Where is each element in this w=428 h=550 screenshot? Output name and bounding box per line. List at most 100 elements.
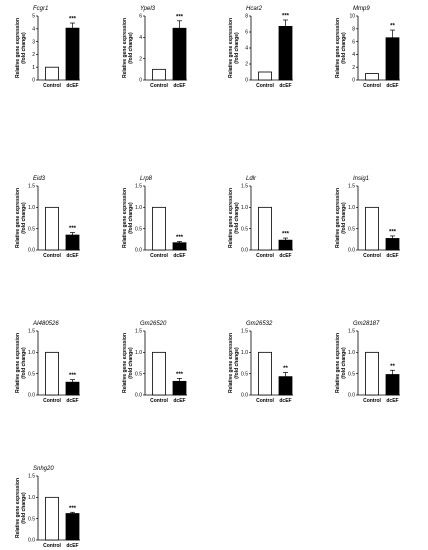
y-tick-label: 5: [32, 14, 35, 20]
bar-control: [45, 66, 59, 81]
y-tick-label: 2: [32, 52, 35, 58]
category-label: dcEF: [386, 253, 398, 259]
bar-control: [365, 206, 379, 251]
y-axis-label-line1: Relative gene expression: [335, 333, 341, 393]
chart-panel: Gm26532 Relative gene expression(fold cha…: [228, 321, 293, 404]
y-tick-label: 1.5: [28, 329, 35, 335]
category-label: Control: [256, 253, 274, 259]
y-axis-label-line1: Relative gene expression: [122, 188, 128, 248]
significance-label: ***: [176, 235, 184, 241]
y-axis-label-line1: Relative gene expression: [15, 333, 21, 393]
significance-label: ***: [69, 226, 77, 232]
bar-dcef: [65, 234, 80, 251]
y-tick-label: 8: [352, 27, 355, 33]
significance-label: **: [390, 24, 395, 30]
gene-title: Lrp8: [140, 176, 153, 182]
category-label: dcEF: [386, 398, 398, 404]
y-tick-label: 0: [139, 78, 142, 84]
y-tick-label: 1.0: [28, 350, 35, 356]
y-axis-label-line2: (fold change): [128, 32, 134, 64]
bar-dcef: [385, 37, 400, 81]
category-label: dcEF: [386, 83, 398, 89]
y-axis-label-line2: (fold change): [341, 347, 347, 379]
y-tick-label: 0.0: [135, 393, 142, 399]
significance-label: ***: [176, 372, 184, 378]
chart-panel: Snhg20 Relative gene expression(fold chan…: [15, 466, 80, 549]
y-axis-label-line1: Relative gene expression: [335, 188, 341, 248]
y-tick-label: 2: [352, 65, 355, 71]
y-tick-label: 1.0: [241, 350, 248, 356]
category-label: Control: [43, 83, 61, 89]
gene-title: Gm28187: [353, 321, 380, 327]
bar-control: [365, 73, 379, 81]
category-label: Control: [150, 253, 168, 259]
bar-control: [45, 206, 59, 251]
category-label: dcEF: [279, 398, 291, 404]
y-tick-label: 1.0: [28, 495, 35, 501]
y-tick-label: 6: [352, 39, 355, 45]
bar-dcef: [172, 242, 187, 251]
chart-panel: Gm28187 Relative gene expression(fold cha…: [335, 321, 400, 404]
chart-panel: Gm26520 Relative gene expression(fold cha…: [122, 321, 187, 404]
y-axis-label-line2: (fold change): [234, 347, 240, 379]
gene-title: Ypel3: [140, 6, 156, 12]
bar-dcef: [385, 374, 400, 396]
gene-title: Snhg20: [33, 466, 54, 472]
y-tick-label: 1.5: [28, 184, 35, 190]
category-label: Control: [363, 398, 381, 404]
y-axis-label: Relative gene expression(fold change): [335, 18, 347, 78]
y-axis-label: Relative gene expression(fold change): [15, 478, 27, 538]
category-label: dcEF: [66, 253, 78, 259]
y-tick-label: 1.5: [348, 329, 355, 335]
y-axis-label-line1: Relative gene expression: [122, 18, 128, 78]
category-label: Control: [43, 253, 61, 259]
y-axis-label-line2: (fold change): [128, 202, 134, 234]
bar-dcef: [65, 513, 80, 541]
y-tick-label: 1.5: [135, 329, 142, 335]
chart-panel: Lrp8 Relative gene expression(fold change…: [122, 176, 187, 259]
y-tick-label: 0.5: [135, 371, 142, 377]
chart-panel: Eid3 Relative gene expression(fold change…: [15, 176, 80, 259]
y-axis-label: Relative gene expression(fold change): [122, 188, 134, 248]
y-axis-label-line2: (fold change): [21, 202, 27, 234]
y-axis-label-line1: Relative gene expression: [15, 18, 21, 78]
bar-control: [258, 71, 272, 81]
significance-label: ***: [282, 232, 290, 238]
y-tick-label: 0: [245, 78, 248, 84]
chart-panel: AI480526 Relative gene expression(fold ch…: [15, 321, 80, 404]
y-tick-label: 0.0: [241, 248, 248, 254]
y-tick-label: 0.5: [28, 371, 35, 377]
category-label: dcEF: [66, 83, 78, 89]
y-tick-label: 4: [32, 27, 35, 33]
y-tick-label: 0.5: [348, 226, 355, 232]
y-tick-label: 1.0: [241, 205, 248, 211]
y-tick-label: 1.0: [135, 350, 142, 356]
y-tick-label: 0.5: [348, 371, 355, 377]
category-label: Control: [150, 83, 168, 89]
chart-panel: Fcgr1 Relative gene expression(fold chang…: [15, 6, 80, 89]
bar-control: [258, 351, 272, 396]
y-axis-label-line2: (fold change): [234, 202, 240, 234]
y-axis-label-line1: Relative gene expression: [228, 18, 234, 78]
y-tick-label: 10: [349, 14, 355, 20]
category-label: dcEF: [173, 398, 185, 404]
y-tick-label: 2: [245, 62, 248, 68]
y-tick-label: 0.0: [28, 248, 35, 254]
y-axis-label-line1: Relative gene expression: [228, 333, 234, 393]
y-tick-label: 3: [32, 39, 35, 45]
gene-title: Gm26532: [246, 321, 273, 327]
category-label: Control: [363, 253, 381, 259]
chart-panel: Insig1 Relative gene expression(fold chan…: [335, 176, 400, 259]
y-tick-label: 1.5: [28, 474, 35, 480]
y-tick-label: 0.0: [241, 393, 248, 399]
y-tick-label: 1.0: [348, 205, 355, 211]
bar-control: [152, 68, 166, 81]
y-tick-label: 4: [245, 46, 248, 52]
y-axis-label: Relative gene expression(fold change): [335, 333, 347, 393]
gene-title: Fcgr1: [33, 6, 48, 12]
y-axis-label: Relative gene expression(fold change): [122, 333, 134, 393]
bar-control: [45, 351, 59, 396]
gene-title: Insig1: [353, 176, 369, 182]
y-tick-label: 1: [32, 65, 35, 71]
y-axis-label-line1: Relative gene expression: [122, 333, 128, 393]
